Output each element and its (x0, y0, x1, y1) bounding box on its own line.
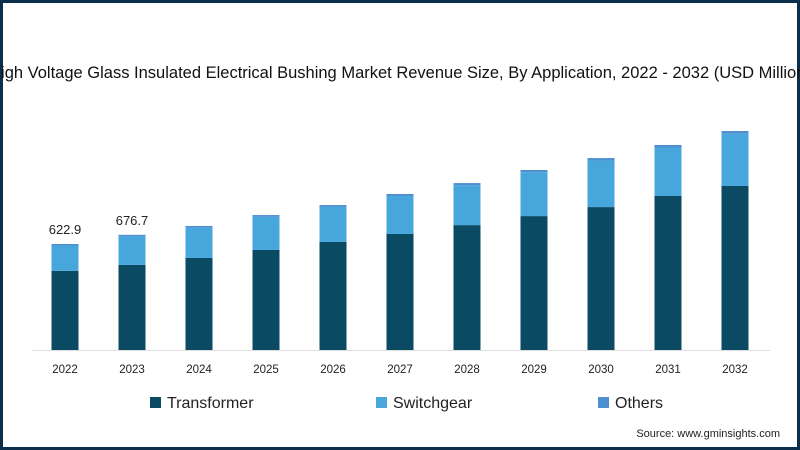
bar-transformer-2022 (51, 270, 79, 350)
legend-label-others: Others (615, 395, 663, 412)
bar-switchgear-2028 (453, 185, 481, 226)
bar-others-2022 (51, 244, 79, 246)
bar-transformer-2025 (252, 249, 280, 350)
bar-transformer-2029 (520, 216, 548, 350)
x-tick-label: 2030 (588, 364, 614, 376)
bar-others-2023 (118, 234, 146, 237)
bar-transformer-2030 (587, 207, 615, 350)
bar-others-2025 (252, 215, 280, 217)
bar-switchgear-2024 (185, 227, 213, 258)
bar-switchgear-2032 (721, 133, 749, 186)
x-tick-label: 2032 (722, 364, 748, 376)
x-tick-label: 2027 (387, 364, 413, 376)
x-tick-label: 2022 (52, 364, 78, 376)
legend-label-switchgear: Switchgear (393, 395, 473, 412)
bar-others-2029 (520, 169, 548, 173)
data-label: 622.9 (49, 222, 82, 237)
bar-switchgear-2022 (51, 245, 79, 271)
bar-transformer-2026 (319, 241, 347, 350)
bar-transformer-2023 (118, 264, 146, 350)
bar-transformer-2028 (453, 225, 481, 350)
bar-others-2030 (587, 158, 615, 161)
bar-transformer-2027 (386, 233, 414, 350)
bar-others-2024 (185, 225, 213, 228)
bar-switchgear-2025 (252, 216, 280, 250)
x-tick-label: 2023 (119, 364, 145, 376)
bar-others-2026 (319, 205, 347, 207)
legend-swatch-switchgear (376, 397, 387, 408)
x-tick-label: 2028 (454, 364, 480, 376)
bar-switchgear-2023 (118, 236, 146, 265)
legend-swatch-others (598, 397, 609, 408)
x-tick-label: 2031 (655, 364, 681, 376)
legend-swatch-transformer (150, 397, 161, 408)
bar-transformer-2024 (185, 257, 213, 350)
bar-others-2027 (386, 193, 414, 197)
bar-others-2032 (721, 131, 749, 134)
bar-others-2031 (654, 144, 682, 148)
bar-transformer-2032 (721, 185, 749, 350)
x-tick-label: 2024 (186, 364, 212, 376)
source-note: Source: www.gminsights.com (636, 428, 780, 440)
bar-transformer-2031 (654, 196, 682, 350)
bar-switchgear-2026 (319, 206, 347, 242)
bar-switchgear-2030 (587, 160, 615, 208)
chart-title: High Voltage Glass Insulated Electrical … (0, 64, 800, 82)
bar-others-2028 (453, 183, 481, 186)
x-tick-label: 2025 (253, 364, 279, 376)
x-tick-label: 2026 (320, 364, 346, 376)
bar-switchgear-2029 (520, 172, 548, 217)
bar-switchgear-2027 (386, 196, 414, 234)
bar-switchgear-2031 (654, 147, 682, 197)
data-label: 676.7 (116, 213, 149, 228)
x-tick-label: 2029 (521, 364, 547, 376)
legend-label-transformer: Transformer (167, 395, 254, 412)
